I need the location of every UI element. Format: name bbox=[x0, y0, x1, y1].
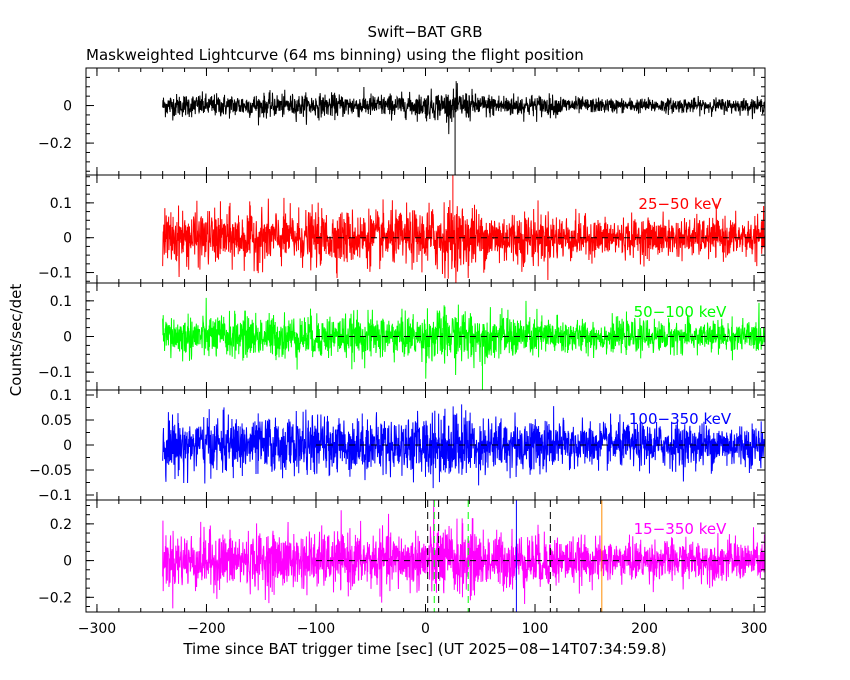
series-trace-4 bbox=[162, 500, 765, 609]
panel-1: 0.1 0 −0.1 25−50 keV bbox=[38, 174, 766, 284]
y-axis-label: Counts/sec/det bbox=[7, 284, 25, 397]
y-tick-label-4-0: 0.2 bbox=[50, 517, 72, 533]
series-trace-3 bbox=[162, 404, 765, 489]
y-tick-label-3-0: 0.1 bbox=[50, 388, 72, 404]
y-tick-label-3-1: 0.05 bbox=[41, 413, 72, 429]
y-tick-label-2-0: 0.1 bbox=[50, 294, 72, 310]
x-tick-label-3: 0 bbox=[421, 621, 430, 637]
y-tick-label-2-1: 0 bbox=[63, 330, 72, 346]
y-tick-label-0-1: −0.2 bbox=[38, 136, 72, 152]
chart-title: Swift−BAT GRB bbox=[367, 23, 482, 41]
y-tick-label-4-1: 0 bbox=[63, 554, 72, 570]
x-axis: −300 −200 −100 0 100 200 300 bbox=[78, 621, 768, 637]
band-label-4: 15−350 keV bbox=[634, 520, 727, 538]
y-tick-label-2-2: −0.1 bbox=[38, 365, 72, 381]
panel-frame-0 bbox=[85, 67, 766, 176]
x-tick-label-2: −100 bbox=[297, 621, 335, 637]
y-tick-label-3-2: 0 bbox=[63, 438, 72, 454]
band-label-1: 25−50 keV bbox=[638, 195, 722, 213]
y-tick-label-4-2: −0.2 bbox=[38, 590, 72, 606]
x-tick-label-1: −200 bbox=[187, 621, 225, 637]
x-tick-label-6: 300 bbox=[741, 621, 768, 637]
x-tick-label-5: 200 bbox=[631, 621, 658, 637]
panel-4: 0.2 0 −0.2 15−350 keV bbox=[38, 499, 766, 613]
x-tick-label-0: −300 bbox=[78, 621, 116, 637]
x-tick-label-4: 100 bbox=[522, 621, 549, 637]
panel-0: 0 −0.2 bbox=[38, 67, 766, 176]
y-tick-label-3-4: −0.1 bbox=[38, 488, 72, 504]
series-trace-2 bbox=[162, 297, 765, 379]
panels-group: 0 −0.2 0.1 0 −0.1 25−50 keV 0.1 0 −0.1 50−100 keV… bbox=[29, 67, 766, 613]
panel-3: 0.1 0.05 0 −0.05 −0.1 100−350 keV bbox=[29, 388, 766, 504]
series-trace-1 bbox=[162, 197, 765, 283]
panel-2: 0.1 0 −0.1 50−100 keV bbox=[38, 282, 766, 391]
x-axis-label: Time since BAT trigger time [sec] (UT 20… bbox=[182, 640, 666, 658]
band-label-2: 50−100 keV bbox=[634, 303, 727, 321]
chart-subtitle: Maskweighted Lightcurve (64 ms binning) … bbox=[86, 46, 584, 64]
y-tick-label-1-1: 0 bbox=[63, 231, 72, 247]
band-label-3: 100−350 keV bbox=[629, 410, 732, 428]
series-trace-0 bbox=[162, 83, 765, 135]
y-tick-label-0-0: 0 bbox=[63, 99, 72, 115]
y-tick-label-1-0: 0.1 bbox=[50, 196, 72, 212]
y-tick-label-1-2: −0.1 bbox=[38, 266, 72, 282]
y-tick-label-3-3: −0.05 bbox=[29, 463, 72, 479]
